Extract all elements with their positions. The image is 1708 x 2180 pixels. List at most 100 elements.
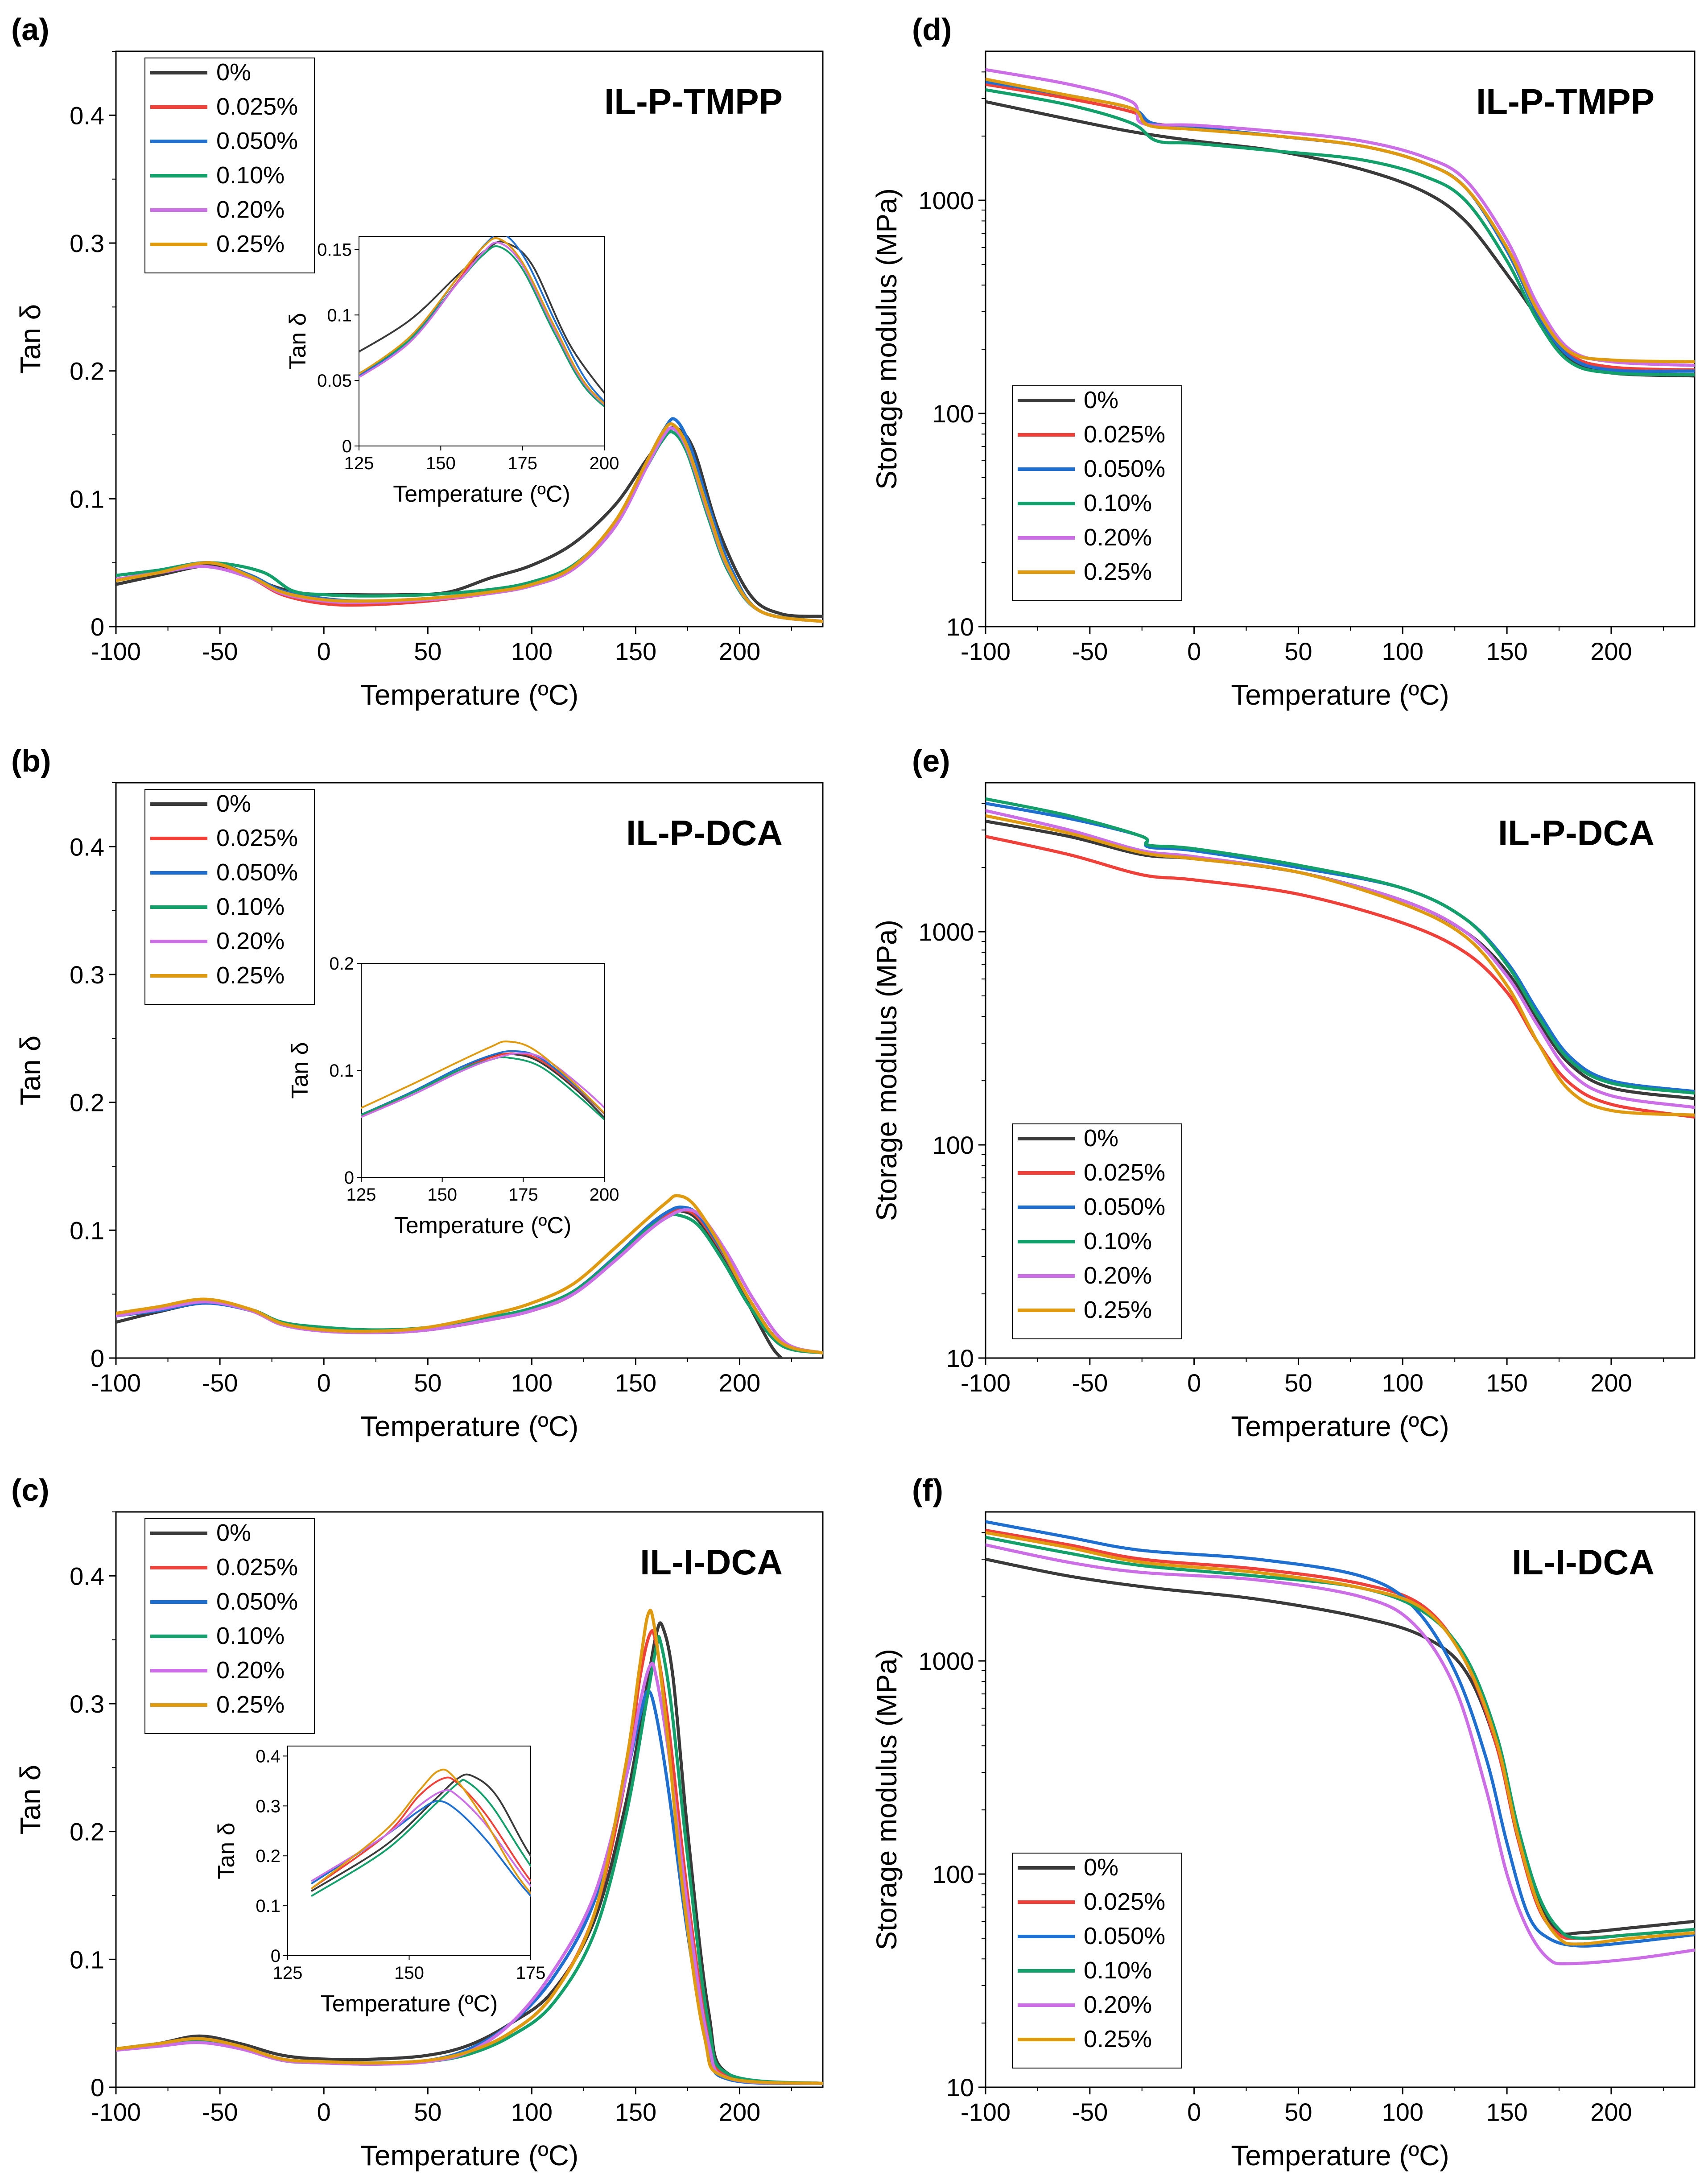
x-tick-label: 0: [1187, 1369, 1201, 1397]
series-line-0.025%: [986, 834, 1695, 1119]
panel-title: IL-P-DCA: [1498, 813, 1654, 853]
y-tick-label: 100: [932, 1131, 974, 1159]
x-tick-label: 150: [615, 1369, 656, 1397]
y-tick-label: 10: [946, 613, 974, 641]
plot-frame: [115, 50, 824, 628]
x-tick-label: -50: [202, 2098, 238, 2126]
inset-x-tick-label: 125: [344, 454, 374, 473]
legend: 0% 0.025% 0.050% 0.10% 0.20% 0.25%: [144, 1518, 315, 1734]
inset-frame: [359, 236, 605, 446]
inset-y-tick-label: 0.1: [256, 1896, 281, 1916]
y-tick-label: 0.4: [70, 1562, 104, 1590]
y-tick-label: 0.2: [70, 1089, 104, 1117]
x-tick-label: -100: [91, 1369, 141, 1397]
inset-x-axis-label: Temperature (ºC): [394, 1213, 572, 1239]
inset-y-axis-label: Tan δ: [214, 1822, 239, 1879]
y-tick-label: 100: [932, 1860, 974, 1888]
chart-panel-a: -100 -50 0 50 100 150 200 0 0.1 0.2 0.3 0.4 Temperat…: [11, 12, 824, 711]
inset-y-axis-label: Tan δ: [285, 313, 311, 369]
panel-title: IL-I-DCA: [1512, 1542, 1654, 1582]
legend-entry: 0.20%: [1084, 524, 1152, 551]
y-tick-label: 1000: [918, 186, 974, 215]
x-tick-label: 100: [1382, 2098, 1423, 2126]
panel-label: (b): [11, 743, 51, 778]
series-line-0.25%: [311, 1768, 531, 1895]
y-tick-label: 0.1: [70, 485, 104, 513]
series-line-0.10%: [359, 245, 604, 408]
series-line-0.25%: [116, 422, 823, 623]
x-axis-label: Temperature (ºC): [360, 1410, 578, 1442]
legend-entry: 0%: [1084, 387, 1118, 413]
y-tick-label: 0.3: [70, 1690, 104, 1718]
chart-panel-f: -100 -50 0 50 100 150 200 10 100 1000 Temperature …: [871, 1473, 1696, 2172]
x-tick-label: 100: [511, 1369, 553, 1397]
x-tick-label: -50: [202, 1369, 238, 1397]
inset-x-tick-label: 125: [273, 1963, 303, 1983]
x-tick-label: 100: [511, 2098, 553, 2126]
series-line-0.025%: [986, 83, 1695, 372]
x-tick-label: 200: [1590, 2098, 1632, 2126]
inset-x-tick-label: 125: [347, 1185, 376, 1205]
legend-entry: 0.10%: [216, 893, 285, 920]
legend-entry: 0.20%: [216, 1657, 285, 1684]
inset-y-tick-label: 0.1: [329, 1061, 354, 1081]
y-tick-label: 10: [946, 2073, 974, 2102]
panel-label: (a): [11, 12, 50, 47]
legend-entry: 0.025%: [216, 1554, 298, 1581]
chart-panel-d: -100 -50 0 50 100 150 200 10 100 1000 Temperature …: [871, 12, 1696, 711]
y-tick-label: 0.2: [70, 357, 104, 385]
inset-chart: 125 150 175 200 0 0.05 0.1 0.15 Temperature (ºC)…: [285, 236, 619, 507]
legend-entry: 0.050%: [1084, 455, 1165, 482]
inset-frame: [287, 1746, 531, 1956]
y-tick-label: 10: [946, 1344, 974, 1372]
x-tick-label: 50: [414, 1369, 441, 1397]
x-tick-label: 0: [1187, 2098, 1201, 2126]
y-tick-label: 1000: [918, 918, 974, 946]
inset-x-axis-label: Temperature (ºC): [321, 1991, 498, 2017]
y-tick-label: 0: [91, 2073, 104, 2102]
plot-frame: [115, 1511, 824, 2088]
x-axis-label: Temperature (ºC): [360, 2139, 578, 2172]
y-tick-label: 0.1: [70, 1216, 104, 1244]
y-axis-label: Storage modulus (MPa): [871, 1649, 903, 1950]
legend-box: [1012, 1853, 1182, 2069]
legend-box: [1012, 385, 1182, 601]
legend-entry: 0.025%: [1084, 1159, 1165, 1186]
panel-label: (f): [912, 1473, 943, 1507]
y-tick-label: 0.3: [70, 961, 104, 989]
series-line-0.20%: [986, 1543, 1695, 1965]
x-axis-label: Temperature (ºC): [1231, 1410, 1449, 1442]
x-tick-label: -100: [961, 1369, 1011, 1397]
legend-entry: 0.25%: [216, 962, 285, 989]
plot-frame: [985, 1511, 1696, 2088]
series-line-0%: [116, 1621, 823, 2085]
x-tick-label: -100: [961, 2098, 1011, 2126]
chart-panel-c: -100 -50 0 50 100 150 200 0 0.1 0.2 0.3 0.4 Temperat…: [11, 1473, 824, 2172]
series-line-0%: [359, 240, 604, 394]
series-line-0%: [116, 425, 823, 618]
y-axis-label: Tan δ: [14, 1765, 46, 1835]
x-tick-label: 50: [1284, 637, 1312, 665]
series-line-0%: [986, 819, 1695, 1100]
inset-x-tick-label: 175: [516, 1963, 546, 1983]
series-line-0.25%: [986, 78, 1695, 363]
series-line-0.20%: [311, 1789, 531, 1887]
y-tick-label: 1000: [918, 1647, 974, 1675]
x-tick-label: -50: [1072, 1369, 1108, 1397]
x-tick-label: -100: [91, 637, 141, 665]
series-line-0.25%: [986, 814, 1695, 1117]
inset-x-tick-label: 200: [590, 1185, 619, 1205]
panel-label: (d): [912, 12, 952, 47]
legend: 0% 0.025% 0.050% 0.10% 0.20% 0.25%: [1012, 1853, 1182, 2069]
x-tick-label: 100: [1382, 1369, 1423, 1397]
panel-title: IL-P-TMPP: [604, 82, 783, 121]
y-tick-label: 0.2: [70, 1818, 104, 1846]
legend-entry: 0.050%: [216, 128, 298, 154]
y-tick-label: 100: [932, 400, 974, 428]
x-tick-label: 150: [1486, 2098, 1527, 2126]
y-tick-label: 0.4: [70, 101, 104, 129]
series-line-0.10%: [986, 1536, 1695, 1940]
legend: 0% 0.025% 0.050% 0.10% 0.20% 0.25%: [144, 58, 315, 273]
y-tick-label: 0: [91, 613, 104, 641]
series-line-0%: [986, 100, 1695, 378]
